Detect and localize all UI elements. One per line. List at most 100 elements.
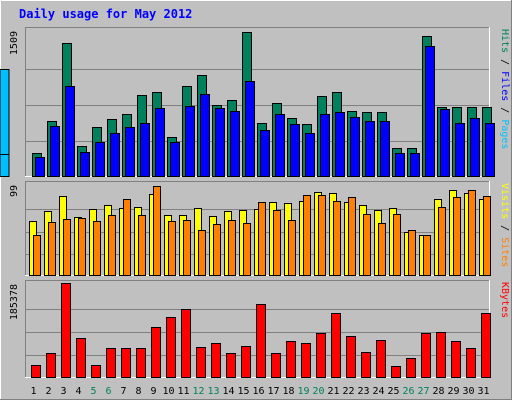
bar-kbytes-day-11 (181, 309, 191, 378)
bar-files-day-28 (440, 109, 450, 177)
bar-files-day-29 (455, 123, 465, 177)
bar-sites-day-4 (78, 218, 86, 276)
axis-label-part: / (499, 101, 510, 119)
day-label: 31 (477, 386, 489, 397)
bar-files-day-8 (140, 123, 150, 177)
bar-files-day-21 (335, 112, 345, 177)
bar-sites-day-19 (303, 195, 311, 276)
bar-sites-day-11 (183, 220, 191, 276)
chart-panels: 1509 Hits / Files / Pages 99 Visits / Sites… (0, 27, 510, 378)
axis-label-part: KBytes (499, 282, 510, 318)
bar-files-day-24 (380, 121, 390, 177)
day-label: 23 (357, 386, 369, 397)
day-label: 29 (447, 386, 459, 397)
bar-files-day-4 (80, 152, 90, 177)
bar-files-day-23 (365, 121, 375, 177)
bar-sites-day-23 (363, 214, 371, 276)
bar-files-day-5 (95, 142, 105, 177)
day-labels: 1 2 3 4 5 6 7 8 9 10 11 12 13 14 15 16 17 18 19 20 21 22 23 24 2… (30, 386, 489, 397)
bar-files-day-22 (350, 117, 360, 177)
panel-axis-label: Hits / Files / Pages (499, 29, 510, 149)
bar-kbytes-day-30 (466, 348, 476, 378)
bar-files-day-1 (35, 157, 45, 177)
panel-max-label: 1509 (9, 31, 20, 55)
bar-sites-day-5 (93, 221, 101, 276)
day-label: 30 (462, 386, 474, 397)
bar-files-day-30 (470, 118, 480, 177)
axis-label-part: Hits (499, 29, 510, 53)
day-label: 1 (30, 386, 36, 397)
day-label: 7 (120, 386, 126, 397)
bar-sites-day-28 (438, 207, 446, 276)
bar-kbytes-day-6 (106, 348, 116, 378)
bar-files-day-13 (215, 108, 225, 177)
bar-files-day-31 (485, 123, 495, 177)
panel-kbytes: 185378 KBytes (9, 280, 510, 378)
day-label: 20 (312, 386, 324, 397)
bar-kbytes-day-22 (346, 336, 356, 378)
bar-sites-day-21 (333, 201, 341, 276)
bar-sites-day-6 (108, 215, 116, 276)
bar-kbytes-day-10 (166, 317, 176, 378)
panel-axis-label: KBytes (499, 282, 510, 318)
bar-files-day-6 (110, 133, 120, 177)
day-label: 8 (135, 386, 141, 397)
bar-sites-day-3 (63, 219, 71, 276)
day-label: 6 (105, 386, 111, 397)
bar-files-day-19 (305, 133, 315, 177)
bar-pages-day-31 (0, 154, 10, 177)
bar-sites-day-9 (153, 186, 161, 276)
bar-kbytes-day-20 (316, 333, 326, 378)
bar-kbytes-day-23 (361, 352, 371, 378)
bar-sites-day-2 (48, 222, 56, 276)
panel-visits-sites: 99 Visits / Sites (9, 181, 510, 276)
day-label: 21 (327, 386, 339, 397)
bar-kbytes-day-19 (301, 343, 311, 378)
bar-kbytes-day-25 (391, 366, 401, 378)
day-label: 4 (75, 386, 81, 397)
bar-files-day-10 (170, 142, 180, 177)
bar-files-day-11 (185, 106, 195, 177)
day-label: 22 (342, 386, 354, 397)
day-label: 3 (60, 386, 66, 397)
bar-sites-day-18 (288, 220, 296, 276)
day-label: 12 (192, 386, 204, 397)
bar-kbytes-day-31 (481, 313, 491, 378)
day-label: 24 (372, 386, 384, 397)
chart-title: Daily usage for May 2012 (19, 7, 192, 21)
bar-sites-day-17 (273, 210, 281, 276)
bar-kbytes-day-9 (151, 327, 161, 378)
bar-files-day-26 (410, 153, 420, 177)
axis-label-part: Files (499, 71, 510, 101)
panel-hits-files-pages: 1509 Hits / Files / Pages (0, 27, 510, 177)
panel-max-label: 99 (9, 185, 20, 197)
bar-files-day-25 (395, 153, 405, 177)
bar-kbytes-day-29 (451, 341, 461, 378)
bar-sites-day-31 (483, 196, 491, 276)
bar-sites-day-27 (423, 235, 431, 276)
day-label: 13 (207, 386, 219, 397)
day-label: 18 (282, 386, 294, 397)
day-label: 25 (387, 386, 399, 397)
axis-label-part: Visits (499, 183, 510, 219)
bar-sites-day-25 (393, 214, 401, 276)
axis-label-part: Pages (499, 119, 510, 149)
bar-sites-day-15 (243, 223, 251, 276)
bar-files-day-15 (245, 81, 255, 177)
bar-sites-day-1 (33, 235, 41, 276)
bar-files-day-27 (425, 46, 435, 177)
day-label: 14 (222, 386, 234, 397)
day-label: 19 (297, 386, 309, 397)
bar-kbytes-day-8 (136, 348, 146, 378)
bar-kbytes-day-26 (406, 358, 416, 378)
bar-sites-day-29 (453, 197, 461, 276)
bar-kbytes-day-17 (271, 353, 281, 378)
bar-files-day-14 (230, 111, 240, 177)
day-label: 5 (90, 386, 96, 397)
bar-sites-day-30 (468, 190, 476, 276)
day-label: 2 (45, 386, 51, 397)
bar-kbytes-day-3 (61, 283, 71, 378)
bar-kbytes-day-28 (436, 332, 446, 378)
bar-kbytes-day-1 (31, 365, 41, 378)
